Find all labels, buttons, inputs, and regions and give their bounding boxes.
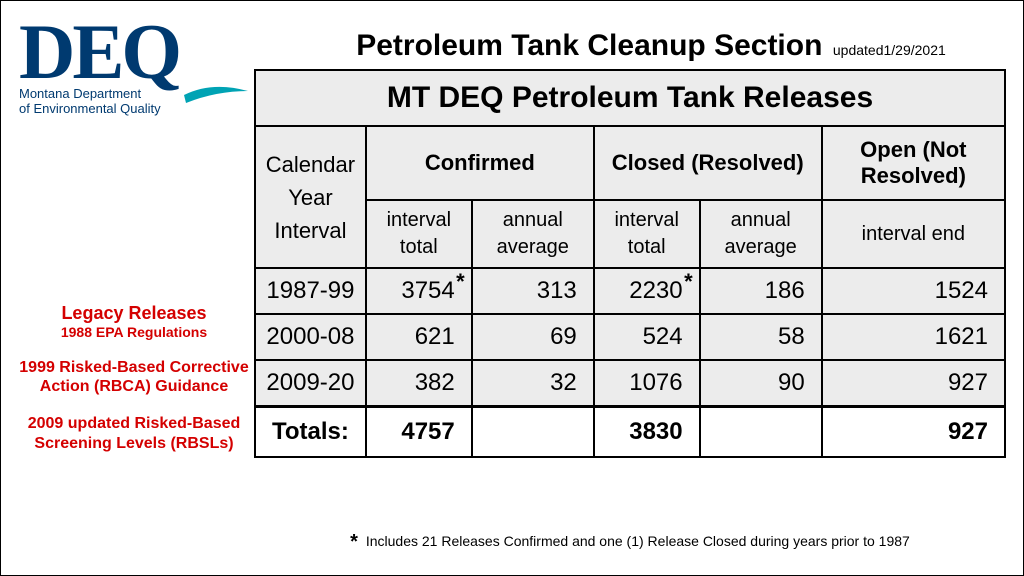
asterisk-icon: * — [456, 269, 465, 295]
asterisk-icon: * — [684, 269, 693, 295]
table-cell: 927 — [822, 360, 1005, 407]
totals-label: Totals: — [255, 407, 366, 458]
table-row: 2000-0862169524581621 — [255, 314, 1005, 360]
totals-blank — [700, 407, 822, 458]
page-header: Petroleum Tank Cleanup Section updated1/… — [296, 29, 1006, 63]
sub-header: interval total — [594, 200, 700, 268]
table-cell: 58 — [700, 314, 822, 360]
annotation-rbca: 1999 Risked-Based Corrective Action (RBC… — [11, 358, 257, 396]
col-group-confirmed: Confirmed — [366, 126, 594, 200]
table-cell: 69 — [472, 314, 594, 360]
table-title: MT DEQ Petroleum Tank Releases — [255, 70, 1005, 126]
totals-row: Totals: 4757 3830 927 — [255, 407, 1005, 458]
page-title: Petroleum Tank Cleanup Section — [356, 29, 822, 62]
table-cell: 3754* — [366, 268, 472, 314]
table-cell: 2230* — [594, 268, 700, 314]
totals-blank — [472, 407, 594, 458]
table-cell: 313 — [472, 268, 594, 314]
annotation-legacy: Legacy Releases 1988 EPA Regulations — [11, 303, 257, 340]
totals-open: 927 — [822, 407, 1005, 458]
table-row: 1987-993754*3132230*1861524 — [255, 268, 1005, 314]
deq-logo: DEQ Montana Department of Environmental … — [19, 19, 244, 117]
table-cell: 1076 — [594, 360, 700, 407]
footnote: * Includes 21 Releases Confirmed and one… — [254, 531, 1006, 554]
table-cell: 1524 — [822, 268, 1005, 314]
table-cell: 2000-08 — [255, 314, 366, 360]
sub-header: interval end — [822, 200, 1005, 268]
table-cell: 186 — [700, 268, 822, 314]
col-group-closed: Closed (Resolved) — [594, 126, 822, 200]
table-row: 2009-2038232107690927 — [255, 360, 1005, 407]
footnote-star-icon: * — [350, 531, 358, 553]
table-cell: 1987-99 — [255, 268, 366, 314]
totals-confirmed: 4757 — [366, 407, 472, 458]
annotation-rbsls: 2009 updated Risked-Based Screening Leve… — [11, 414, 257, 452]
logo-swoosh-icon — [182, 77, 252, 107]
sub-header: annual average — [700, 200, 822, 268]
table-cell: 32 — [472, 360, 594, 407]
col-header-calendar: Calendar Year Interval — [255, 126, 366, 268]
sub-header: interval total — [366, 200, 472, 268]
table-cell: 524 — [594, 314, 700, 360]
updated-date: updated1/29/2021 — [833, 42, 946, 58]
releases-table-container: MT DEQ Petroleum Tank Releases Calendar … — [254, 69, 1006, 458]
left-annotations: Legacy Releases 1988 EPA Regulations 199… — [11, 303, 257, 471]
footnote-text: Includes 21 Releases Confirmed and one (… — [366, 533, 910, 549]
releases-table: MT DEQ Petroleum Tank Releases Calendar … — [254, 69, 1006, 458]
totals-closed: 3830 — [594, 407, 700, 458]
logo-acronym: DEQ — [19, 19, 244, 85]
sub-header: annual average — [472, 200, 594, 268]
col-group-open: Open (Not Resolved) — [822, 126, 1005, 200]
table-cell: 382 — [366, 360, 472, 407]
table-cell: 621 — [366, 314, 472, 360]
table-cell: 2009-20 — [255, 360, 366, 407]
table-cell: 1621 — [822, 314, 1005, 360]
table-cell: 90 — [700, 360, 822, 407]
